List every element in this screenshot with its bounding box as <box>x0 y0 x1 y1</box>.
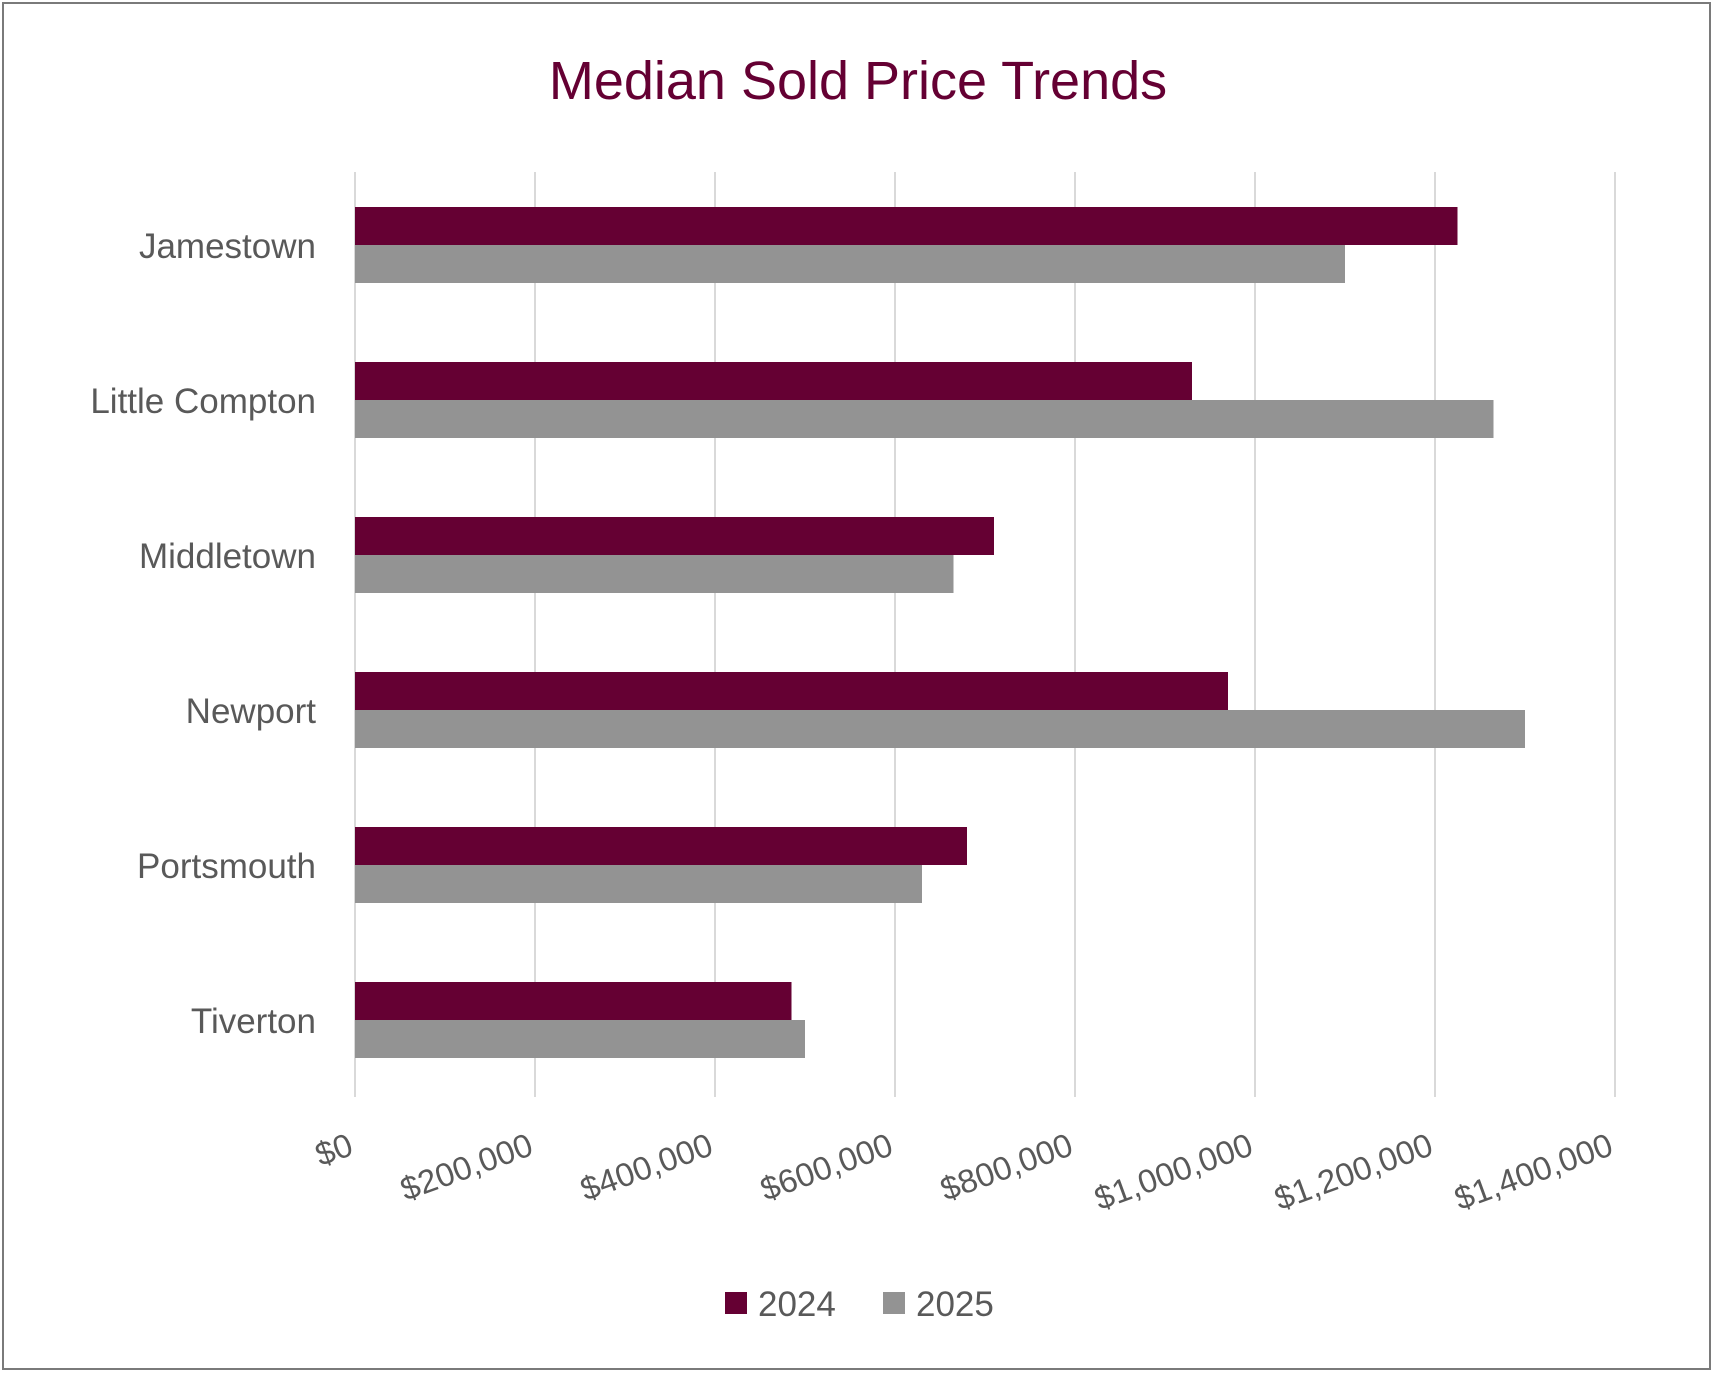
bar-newport-2025 <box>355 710 1525 748</box>
legend-swatch-2025 <box>883 1292 905 1314</box>
x-tick-labels: $0 $200,000 $400,000 $600,000 $800,000 $1,000… <box>310 1126 1617 1217</box>
category-label: Newport <box>186 692 317 731</box>
x-tick-label: $800,000 <box>935 1126 1077 1208</box>
bars <box>355 207 1525 1058</box>
x-tick-label: $600,000 <box>755 1126 897 1208</box>
category-label: Middletown <box>139 537 316 576</box>
legend: 2024 2025 <box>725 1285 994 1324</box>
bar-chart: Median Sold Price Trends Jamestown Little… <box>90 51 1617 1324</box>
bar-jamestown-2025 <box>355 245 1345 283</box>
category-label: Little Compton <box>90 382 316 421</box>
bar-little-compton-2025 <box>355 400 1494 438</box>
bar-portsmouth-2024 <box>355 827 967 865</box>
x-tick-label: $200,000 <box>395 1126 537 1208</box>
legend-label-2024: 2024 <box>758 1285 836 1324</box>
x-tick-label: $1,200,000 <box>1270 1126 1438 1217</box>
category-labels: Jamestown Little Compton Middletown Newport… <box>90 227 316 1041</box>
category-label: Tiverton <box>191 1002 316 1041</box>
bar-newport-2024 <box>355 672 1228 710</box>
bar-portsmouth-2025 <box>355 865 922 903</box>
chart-title: Median Sold Price Trends <box>549 51 1167 111</box>
bar-middletown-2025 <box>355 555 954 593</box>
bar-tiverton-2025 <box>355 1020 805 1058</box>
category-label: Jamestown <box>139 227 316 266</box>
bar-jamestown-2024 <box>355 207 1458 245</box>
bar-little-compton-2024 <box>355 362 1192 400</box>
x-tick-label: $1,400,000 <box>1450 1126 1618 1217</box>
grid-lines <box>354 172 1616 1097</box>
legend-label-2025: 2025 <box>916 1285 994 1324</box>
bar-tiverton-2024 <box>355 982 792 1020</box>
x-tick-label: $0 <box>310 1126 357 1173</box>
legend-swatch-2024 <box>725 1292 747 1314</box>
x-tick-label: $400,000 <box>575 1126 717 1208</box>
bar-middletown-2024 <box>355 517 994 555</box>
x-tick-label: $1,000,000 <box>1090 1126 1258 1217</box>
category-label: Portsmouth <box>137 847 316 886</box>
